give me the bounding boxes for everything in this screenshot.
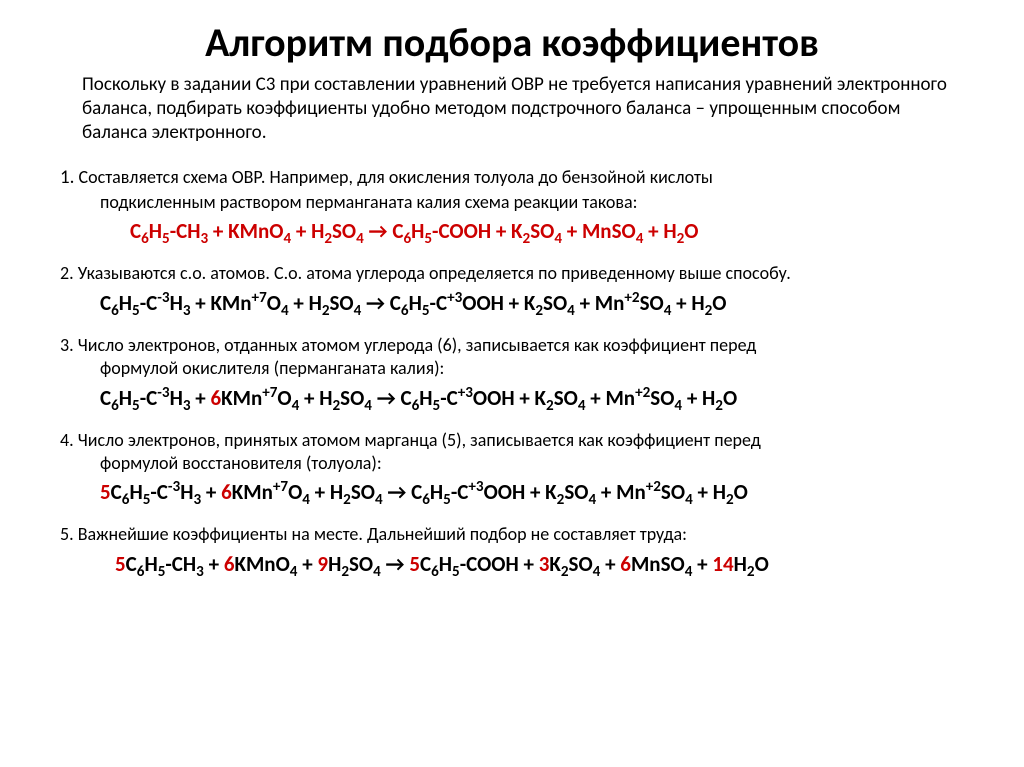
page-title: Алгоритм подбора коэффициентов <box>60 18 964 67</box>
equation-2: C6H5-C-3H3 + KMn+7O4 + H2SO4 → C6H5-C+3O… <box>100 290 964 316</box>
equation-3: C6H5-C-3H3 + 6KMn+7O4 + H2SO4 → C6H5-C+3… <box>100 385 964 411</box>
step-1-num: 1. <box>60 166 74 189</box>
step-1-line2: подкисленным раствором перманганата кали… <box>100 191 964 214</box>
step-3-line2: формулой окислителя (перманганата калия)… <box>100 357 964 380</box>
step-1-line1: Составляется схема ОВР. Например, для ок… <box>74 166 712 188</box>
equation-5: 5C6H5-CH3 + 6KMnO4 + 9H2SO4 → 5C6H5-COOH… <box>115 551 964 577</box>
step-4-line2: формулой восстановителя (толуола): <box>100 452 964 475</box>
step-2-text: 2. Указываются с.о. атомов. С.о. атома у… <box>60 262 964 285</box>
intro-paragraph: Поскольку в задании С3 при составлении у… <box>82 73 964 144</box>
step-3-line1: 3. Число электронов, отданных атомом угл… <box>60 334 756 356</box>
step-1-text: 1. Составляется схема ОВР. Например, для… <box>60 166 964 214</box>
step-5-text: 5. Важнейшие коэффициенты на месте. Даль… <box>60 523 964 546</box>
step-4-line1: 4. Число электронов, принятых атомом мар… <box>60 429 761 451</box>
step-3-text: 3. Число электронов, отданных атомом угл… <box>60 334 964 381</box>
step-4-text: 4. Число электронов, принятых атомом мар… <box>60 429 964 476</box>
equation-4: 5C6H5-C-3H3 + 6KMn+7O4 + H2SO4 → C6H5-C+… <box>100 479 964 505</box>
equation-1: C6H5-CH3 + KMnO4 + H2SO4 → C6H5-COOH + K… <box>130 218 964 244</box>
